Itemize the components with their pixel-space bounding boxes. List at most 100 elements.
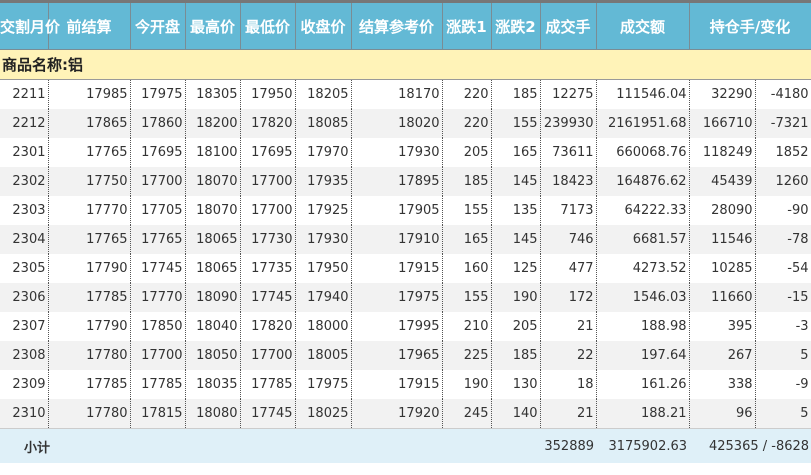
- column-header[interactable]: 成交额: [596, 3, 690, 50]
- table-cell: 155: [442, 283, 492, 312]
- table-cell: 477: [540, 254, 597, 283]
- table-cell: 165: [442, 225, 492, 254]
- table-cell: 2306: [0, 283, 49, 312]
- table-row[interactable]: 2303 17770 17705 18070 17700 17925 17905 155 135…: [0, 196, 811, 225]
- table-cell: 220: [442, 79, 492, 109]
- table-cell: 18065: [185, 225, 241, 254]
- table-cell: 205: [491, 312, 541, 341]
- table-row[interactable]: 2305 17790 17745 18065 17735 17950 17915 160 125…: [0, 254, 811, 283]
- table-row[interactable]: 2211 17985 17975 18305 17950 18205 18170 220 185…: [0, 79, 811, 109]
- column-header[interactable]: 前结算: [48, 3, 131, 50]
- column-header[interactable]: 结算参考价: [351, 3, 443, 50]
- table-cell: 220: [442, 109, 492, 138]
- table-cell: 205: [442, 138, 492, 167]
- table-cell: 17750: [48, 167, 131, 196]
- table-cell: 45439: [689, 167, 756, 196]
- table-cell: 6681.57: [596, 225, 690, 254]
- column-header[interactable]: 涨跌1: [442, 3, 492, 50]
- table-cell: 1546.03: [596, 283, 690, 312]
- table-cell: 17860: [130, 109, 186, 138]
- table-cell: 96: [689, 399, 756, 429]
- table-cell: 28090: [689, 196, 756, 225]
- table-cell: 160: [442, 254, 492, 283]
- table-row[interactable]: 2306 17785 17770 18090 17745 17940 17975 155 190…: [0, 283, 811, 312]
- table-cell: 17940: [295, 283, 352, 312]
- total-row: 小计 352889 3175902.63 425365 / -8628: [0, 428, 811, 463]
- table-cell: 17785: [48, 283, 131, 312]
- table-cell: 267: [689, 341, 756, 370]
- table-cell: -54: [755, 254, 811, 283]
- table-cell: 2310: [0, 399, 49, 429]
- table-cell: 111546.04: [596, 79, 690, 109]
- total-amount: 3175902.63: [596, 428, 690, 463]
- table-cell: 18205: [295, 79, 352, 109]
- table-cell: 1260: [755, 167, 811, 196]
- category-row: 商品名称:铝: [0, 49, 811, 80]
- table-cell: 2211: [0, 79, 49, 109]
- table-cell: 17765: [48, 225, 131, 254]
- table-cell: 18050: [185, 341, 241, 370]
- table-cell: 17785: [48, 370, 131, 399]
- column-header[interactable]: 持仓手/变化: [689, 3, 811, 50]
- column-header[interactable]: 涨跌2: [491, 3, 541, 50]
- table-cell: 17700: [240, 341, 296, 370]
- header-row: 交割月价 前结算 今开盘 最高价 最低价 收盘价 结算参考价 涨跌1 涨跌2 成交手 成交额 持仓手/…: [0, 3, 811, 50]
- table-row[interactable]: 2308 17780 17700 18050 17700 18005 17965 225 185…: [0, 341, 811, 370]
- table-row[interactable]: 2212 17865 17860 18200 17820 18085 18020 220 155…: [0, 109, 811, 138]
- table-row[interactable]: 2304 17765 17765 18065 17730 17930 17910 165 145…: [0, 225, 811, 254]
- table-cell: 17745: [130, 254, 186, 283]
- column-header[interactable]: 今开盘: [130, 3, 186, 50]
- table-row[interactable]: 2301 17765 17695 18100 17695 17970 17930 205 165…: [0, 138, 811, 167]
- table-cell: 17705: [130, 196, 186, 225]
- table-cell: 172: [540, 283, 597, 312]
- table-cell: 155: [491, 109, 541, 138]
- table-cell: 21: [540, 399, 597, 429]
- table-cell: 190: [442, 370, 492, 399]
- table-cell: 22: [540, 341, 597, 370]
- table-row[interactable]: 2302 17750 17700 18070 17700 17935 17895 185 145…: [0, 167, 811, 196]
- table-cell: 245: [442, 399, 492, 429]
- table-row[interactable]: 2307 17790 17850 18040 17820 18000 17995 210 205…: [0, 312, 811, 341]
- futures-table: 交割月价 前结算 今开盘 最高价 最低价 收盘价 结算参考价 涨跌1 涨跌2 成交手 成交额 持仓手/…: [0, 3, 811, 463]
- table-cell: 17905: [351, 196, 443, 225]
- table-cell: 18005: [295, 341, 352, 370]
- table-cell: 17985: [48, 79, 131, 109]
- table-cell: 155: [442, 196, 492, 225]
- column-header[interactable]: 收盘价: [295, 3, 352, 50]
- table-cell: 17765: [48, 138, 131, 167]
- table-cell: 17920: [351, 399, 443, 429]
- table-cell: 239930: [540, 109, 597, 138]
- table-cell: 18020: [351, 109, 443, 138]
- table-cell: 2301: [0, 138, 49, 167]
- table-cell: 2302: [0, 167, 49, 196]
- table-cell: 17745: [240, 399, 296, 429]
- table-cell: 135: [491, 196, 541, 225]
- table-cell: 17700: [130, 341, 186, 370]
- table-row[interactable]: 2309 17785 17785 18035 17785 17975 17915 190 130…: [0, 370, 811, 399]
- table-cell: 17965: [351, 341, 443, 370]
- table-cell: 18423: [540, 167, 597, 196]
- table-cell: 17910: [351, 225, 443, 254]
- column-header[interactable]: 最高价: [185, 3, 241, 50]
- table-row[interactable]: 2310 17780 17815 18080 17745 18025 17920 245 140…: [0, 399, 811, 429]
- table-cell: 185: [491, 341, 541, 370]
- column-header[interactable]: 成交手: [540, 3, 597, 50]
- table-cell: 17785: [240, 370, 296, 399]
- total-volume: 352889: [540, 428, 597, 463]
- table-cell: -15: [755, 283, 811, 312]
- table-cell: 32290: [689, 79, 756, 109]
- table-cell: 5: [755, 399, 811, 429]
- table-cell: 140: [491, 399, 541, 429]
- table-cell: 17915: [351, 254, 443, 283]
- table-cell: 18070: [185, 167, 241, 196]
- table-cell: 1852: [755, 138, 811, 167]
- table-cell: 11660: [689, 283, 756, 312]
- table-cell: 185: [491, 79, 541, 109]
- table-cell: 18170: [351, 79, 443, 109]
- table-cell: 18085: [295, 109, 352, 138]
- column-header[interactable]: 最低价: [240, 3, 296, 50]
- table-cell: 17930: [295, 225, 352, 254]
- column-header[interactable]: 交割月价: [0, 3, 60, 50]
- table-cell: 188.21: [596, 399, 690, 429]
